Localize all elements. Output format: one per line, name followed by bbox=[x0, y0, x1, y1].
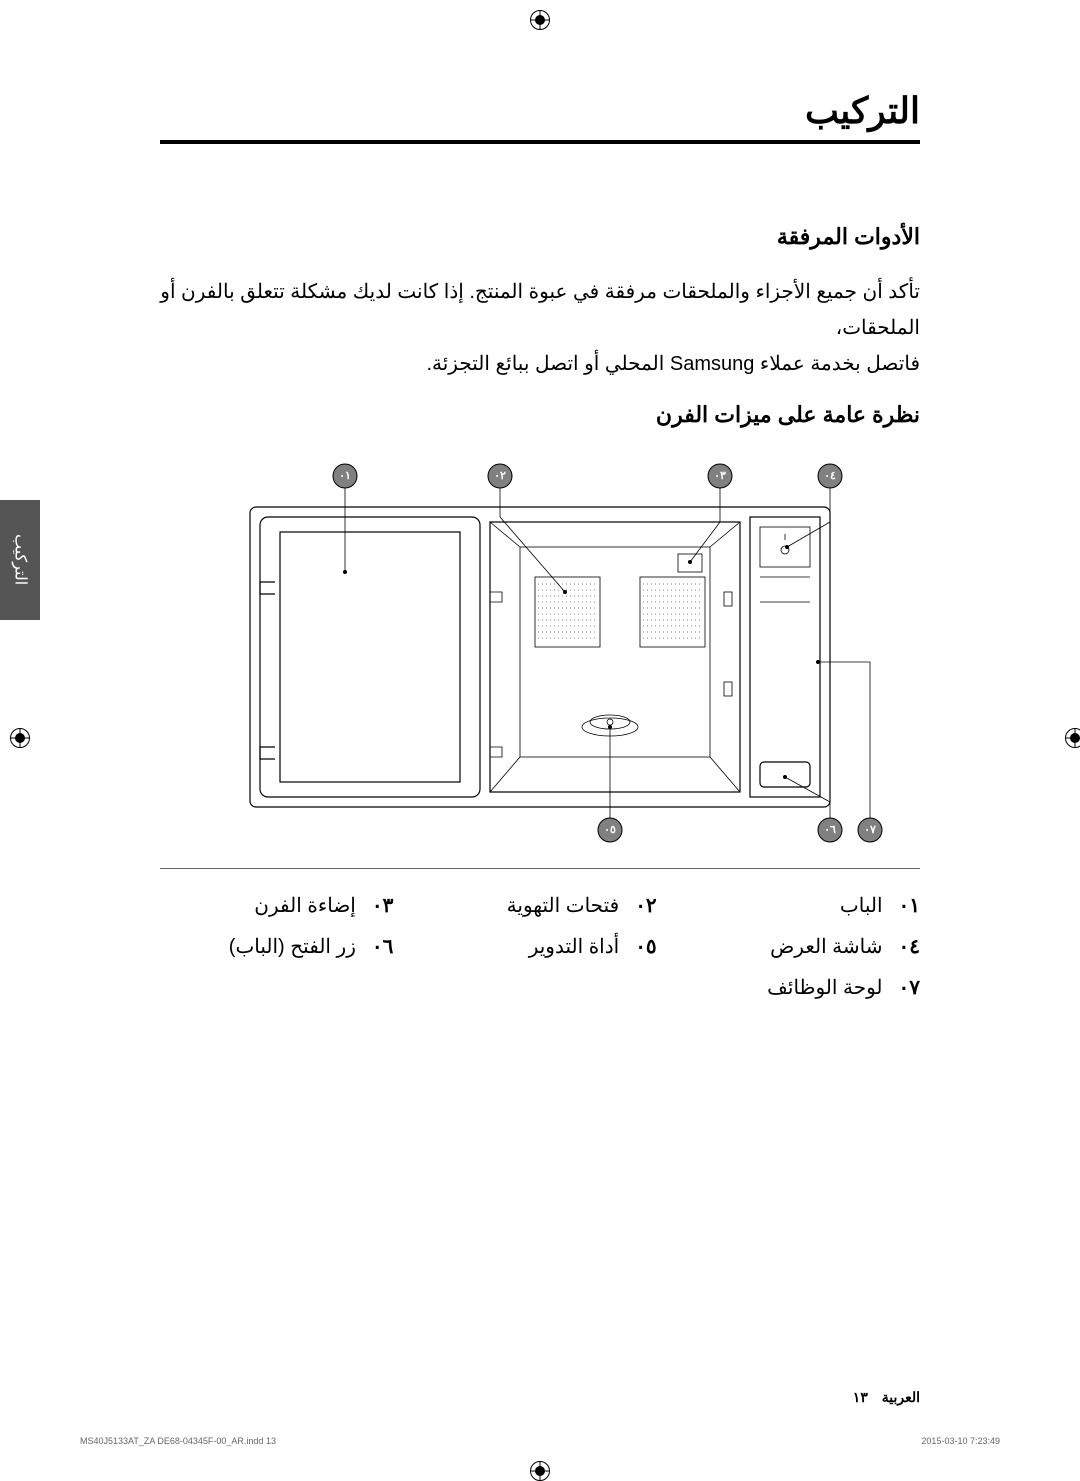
part-item-6: ٠٦ زر الفتح (الباب) bbox=[160, 934, 393, 959]
part-label-1: الباب bbox=[840, 893, 883, 918]
part-item-3: ٠٣ إضاءة الفرن bbox=[160, 893, 393, 918]
door-latch-top bbox=[260, 582, 275, 594]
cavity-back-wall bbox=[520, 547, 710, 757]
svg-text:٠٣: ٠٣ bbox=[714, 470, 726, 482]
part-num-6: ٠٦ bbox=[372, 934, 393, 959]
callout-6: ٠٦ bbox=[818, 818, 842, 842]
vent-grille-right bbox=[640, 577, 705, 647]
part-label-3: إضاءة الفرن bbox=[254, 893, 356, 918]
part-num-5: ٠٥ bbox=[635, 934, 656, 959]
footer-language: العربية bbox=[882, 1389, 920, 1405]
body-paragraph: تأكد أن جميع الأجزاء والملحقات مرفقة في … bbox=[160, 274, 920, 382]
accessories-heading: الأدوات المرفقة bbox=[160, 224, 920, 250]
door-open-button bbox=[760, 762, 810, 787]
side-tab: التركيب bbox=[0, 500, 40, 620]
callout-2: ٠٢ bbox=[488, 464, 512, 488]
leader-2 bbox=[500, 517, 565, 592]
print-meta-filename: MS40J5133AT_ZA DE68-04345F-00_AR.indd 13 bbox=[80, 1436, 276, 1446]
parts-separator bbox=[160, 868, 920, 869]
cavity-latch-slot-top bbox=[490, 592, 502, 602]
wall-slot-bottom bbox=[724, 682, 732, 696]
part-num-4: ٠٤ bbox=[899, 934, 920, 959]
part-label-4: شاشة العرض bbox=[770, 934, 882, 959]
title-underline bbox=[160, 140, 920, 144]
svg-text:٠٤: ٠٤ bbox=[824, 470, 836, 482]
svg-text:٠٢: ٠٢ bbox=[494, 470, 506, 482]
vent-grille-left bbox=[535, 577, 600, 647]
part-item-4: ٠٤ شاشة العرض bbox=[687, 934, 920, 959]
callout-1: ٠١ bbox=[333, 464, 357, 488]
footer-page-number: ١٣ bbox=[853, 1389, 868, 1405]
part-item-7: ٠٧ لوحة الوظائف bbox=[687, 975, 920, 1000]
registration-mark-right bbox=[1065, 728, 1080, 748]
registration-mark-left bbox=[10, 728, 30, 748]
body-line-2: فاتصل بخدمة عملاء Samsung المحلي أو اتصل… bbox=[426, 353, 920, 375]
print-meta-timestamp: 2015-03-10 7:23:49 bbox=[921, 1436, 1000, 1446]
control-panel bbox=[750, 517, 820, 797]
part-label-2: فتحات التهوية bbox=[507, 893, 620, 918]
leader-6 bbox=[785, 777, 830, 802]
callout-3: ٠٣ bbox=[708, 464, 732, 488]
part-num-1: ٠١ bbox=[899, 893, 920, 918]
page-footer: العربية ١٣ bbox=[853, 1389, 920, 1406]
overview-heading: نظرة عامة على ميزات الفرن bbox=[160, 402, 920, 428]
page-title: التركيب bbox=[160, 90, 920, 132]
part-item-2: ٠٢ فتحات التهوية bbox=[423, 893, 656, 918]
oven-diagram-container: ٠١ ٠٢ ٠٣ ٠٤ ٠٥ ٠٦ ٠٧ bbox=[160, 452, 920, 852]
part-num-2: ٠٢ bbox=[635, 893, 656, 918]
cavity-latch-slot-bottom bbox=[490, 747, 502, 757]
callout-5: ٠٥ bbox=[598, 818, 622, 842]
svg-text:٠٧: ٠٧ bbox=[864, 824, 876, 836]
callout-4: ٠٤ bbox=[818, 464, 842, 488]
side-tab-label: التركيب bbox=[11, 534, 30, 585]
oven-cavity bbox=[490, 522, 740, 792]
body-line-1: تأكد أن جميع الأجزاء والملحقات مرفقة في … bbox=[160, 281, 920, 339]
registration-mark-bottom bbox=[530, 1461, 550, 1481]
door-latch-bottom bbox=[260, 747, 275, 759]
part-label-7: لوحة الوظائف bbox=[767, 975, 882, 1000]
parts-list: ٠١ الباب ٠٢ فتحات التهوية ٠٣ إضاءة الفرن… bbox=[160, 893, 920, 1000]
part-item-1: ٠١ الباب bbox=[687, 893, 920, 918]
oven-diagram: ٠١ ٠٢ ٠٣ ٠٤ ٠٥ ٠٦ ٠٧ bbox=[190, 452, 890, 852]
svg-text:٠١: ٠١ bbox=[339, 470, 351, 482]
page-content: التركيب الأدوات المرفقة تأكد أن جميع الأ… bbox=[80, 40, 1000, 1436]
oven-door-glass bbox=[280, 532, 460, 782]
leader-4 bbox=[787, 522, 830, 547]
part-num-7: ٠٧ bbox=[899, 975, 920, 1000]
svg-text:٠٥: ٠٥ bbox=[604, 824, 616, 836]
wall-slot-top bbox=[724, 592, 732, 606]
oven-outer-body bbox=[250, 507, 830, 807]
registration-mark-top bbox=[530, 10, 550, 30]
part-item-5: ٠٥ أداة التدوير bbox=[423, 934, 656, 959]
part-num-3: ٠٣ bbox=[372, 893, 393, 918]
callout-7: ٠٧ bbox=[858, 818, 882, 842]
oven-door bbox=[260, 517, 480, 797]
svg-text:٠٦: ٠٦ bbox=[824, 824, 836, 836]
part-label-6: زر الفتح (الباب) bbox=[229, 934, 356, 959]
part-label-5: أداة التدوير bbox=[529, 934, 620, 959]
